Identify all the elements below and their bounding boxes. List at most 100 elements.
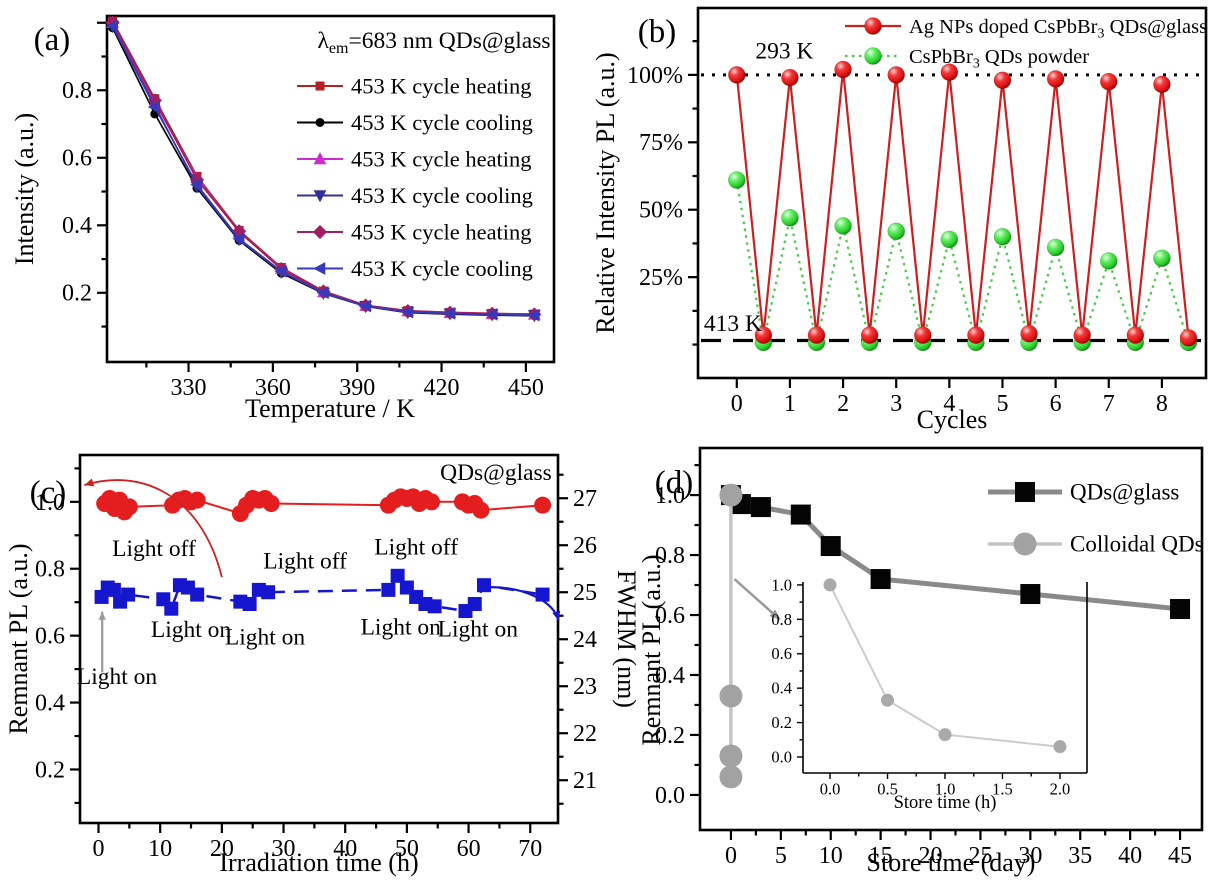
marker-circle — [1053, 740, 1067, 754]
marker-square — [1020, 584, 1041, 605]
annotation: Light on — [438, 616, 519, 642]
plot-frame — [698, 446, 1204, 832]
marker-square — [476, 578, 491, 593]
marker-sphere — [1020, 324, 1038, 343]
marker-square — [190, 587, 205, 602]
series-line — [735, 69, 1190, 338]
marker-circle — [719, 744, 743, 768]
y-axis-label: Remnant PL (a.u.) — [4, 543, 33, 734]
y-tick-label: 50% — [639, 198, 683, 224]
marker-sphere — [864, 17, 882, 35]
legend-entry: Colloidal QDs — [988, 532, 1204, 557]
x-tick-label: 1.5 — [992, 780, 1013, 799]
x-axis-label: Store time (h) — [894, 793, 997, 813]
annotation: 413 K — [704, 311, 762, 337]
annotation: Light on — [77, 664, 158, 690]
panel-d: 0 5 10 15 20 25 30 35 40 45 0.0 0.2 0.4 0.6 0.8 1.0 QDs@… — [637, 446, 1204, 877]
series-fwhm — [94, 568, 550, 619]
x-tick-label: 35 — [1068, 843, 1092, 869]
y-tick-label: 0.0 — [771, 747, 792, 766]
marker-sphere — [1046, 70, 1065, 88]
x-tick-label: 40 — [333, 836, 357, 862]
marker-square — [106, 582, 121, 597]
marker-tri-down — [313, 190, 327, 203]
y-tick-label: 0.4 — [35, 690, 65, 716]
arrow-head — [769, 609, 780, 620]
series-remnant-pl — [96, 488, 552, 523]
marker-circle — [472, 501, 490, 519]
series-ag-nps-doped-cspbbr-3-qds-glass — [727, 60, 1198, 347]
legend-entry: Ag NPs doped CsPbBr3 QDs@glass — [845, 16, 1207, 41]
marker-sphere — [993, 71, 1012, 90]
x-tick-label: 45 — [1168, 843, 1192, 869]
marker-circle — [823, 578, 837, 592]
marker-square — [1170, 599, 1191, 620]
y-tick-label: 1.0 — [35, 490, 65, 516]
x-tick-label: 20 — [919, 843, 943, 869]
x-tick-label: 0 — [731, 391, 743, 417]
legend-label: CsPbBr3 QDs powder — [909, 46, 1089, 72]
x-tick-label: 6 — [1050, 391, 1062, 417]
marker-sphere — [834, 60, 852, 79]
marker-sphere — [1046, 238, 1065, 257]
x-tick-label: 330 — [171, 375, 207, 401]
x-tick-label: 1.0 — [935, 780, 956, 799]
x-tick-label: 60 — [457, 836, 481, 862]
marker-sphere — [1099, 72, 1118, 91]
marker-circle — [534, 496, 552, 514]
y-tick-label: 0.2 — [771, 713, 792, 732]
annotation: Light on — [151, 617, 232, 643]
marker-circle — [423, 493, 441, 511]
panel-b: 0 1 2 3 4 5 6 7 8 25% 50% 75% 100% Ag NPs doped CsPbB… — [591, 6, 1208, 434]
y-tick-label: 0.4 — [655, 663, 685, 689]
marker-sphere — [940, 63, 959, 81]
x-axis-label: Store time (day) — [867, 848, 1036, 877]
x-tick-label: 20 — [210, 836, 234, 862]
legend-entry: 453 K cycle heating — [297, 219, 532, 244]
marker-square — [427, 599, 442, 614]
legend-entry: 453 K cycle cooling — [297, 256, 533, 281]
x-axis-label: Irradiation time (h) — [219, 848, 418, 877]
axes-ticks — [797, 584, 1061, 779]
y-tick-label: 75% — [639, 130, 683, 156]
marker-sphere — [860, 326, 879, 344]
y2-tick-label: 21 — [573, 768, 597, 794]
legend-entry: CsPbBr3 QDs powder — [845, 46, 1089, 72]
annotation: 293 K — [755, 39, 813, 65]
marker-circle — [188, 491, 206, 509]
legend: QDs@glass Colloidal QDs — [988, 480, 1204, 557]
annotation: QDs@glass — [440, 460, 552, 486]
marker-tri-left — [313, 262, 326, 275]
annotation: Light on — [225, 625, 306, 651]
marker-tri-left — [527, 308, 540, 322]
marker-square — [315, 81, 325, 91]
marker-square — [870, 569, 891, 590]
x-tick-label: 40 — [1118, 843, 1142, 869]
y2-tick-label: 26 — [573, 533, 597, 559]
legend-label: 453 K cycle heating — [351, 146, 532, 171]
x-tick-label: 360 — [255, 375, 291, 401]
marker-sphere — [1099, 252, 1118, 270]
legend-label: 453 K cycle heating — [351, 73, 532, 98]
marker-sphere — [993, 227, 1012, 246]
legend-label: QDs@glass — [1070, 480, 1179, 505]
panel-label: (a) — [34, 22, 71, 58]
x-tick-label: 0.5 — [877, 780, 898, 799]
marker-circle — [719, 483, 743, 507]
x-tick-label: 50 — [395, 836, 419, 862]
marker-tri-left — [443, 307, 456, 320]
legend-entry: 453 K cycle heating — [297, 146, 532, 171]
y-tick-label: 0.2 — [62, 281, 92, 307]
y2-axis-label: FWHM (nm) — [612, 570, 641, 708]
marker-sphere — [727, 66, 746, 84]
legend-label: 453 K cycle cooling — [351, 110, 533, 135]
y-tick-label: 100% — [627, 63, 683, 89]
marker-diamond — [312, 224, 328, 240]
y2-tick-label: 25 — [573, 580, 597, 606]
legend-entry: 453 K cycle cooling — [297, 183, 533, 208]
y-tick-label: 0.4 — [62, 213, 92, 239]
legend-entry: 453 K cycle heating — [297, 73, 532, 98]
y-tick-label: 0.8 — [771, 610, 792, 629]
